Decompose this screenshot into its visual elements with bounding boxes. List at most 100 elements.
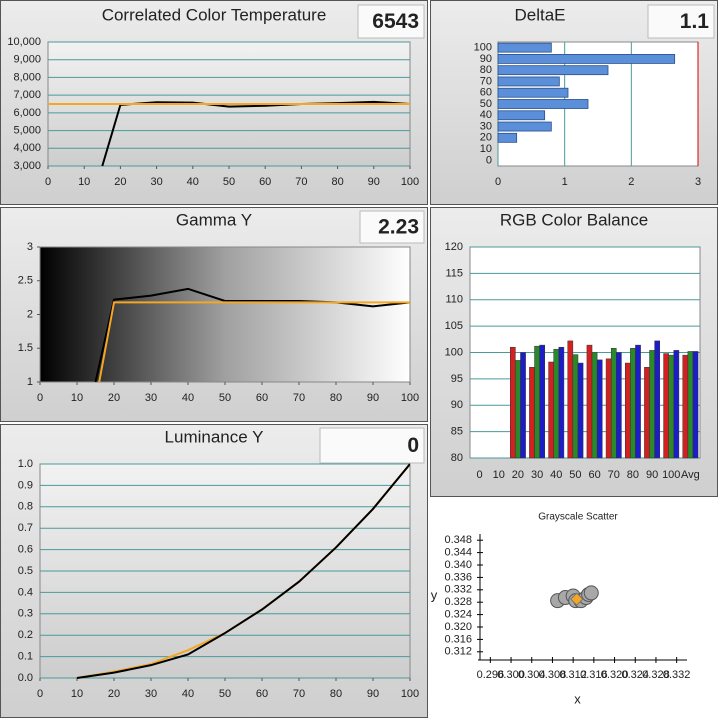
y-tick-label: 95 <box>451 373 463 385</box>
y-tick-label: 0.320 <box>444 621 472 633</box>
scatter-point <box>583 585 599 601</box>
bar <box>558 346 565 459</box>
x-tick-label: 60 <box>256 392 268 404</box>
y-tick-label: 0.2 <box>18 629 33 641</box>
bar <box>663 353 669 459</box>
bar <box>497 42 552 53</box>
y-tick-label: 10 <box>480 143 492 155</box>
y-tick-label: 0.340 <box>444 559 472 571</box>
x-tick-label: 40 <box>187 176 199 188</box>
bar <box>497 132 518 143</box>
bar <box>497 54 676 64</box>
y-tick-label: 85 <box>451 426 463 438</box>
y-tick-label: 0.348 <box>444 534 472 546</box>
x-tick-label: 0.304 <box>518 669 546 681</box>
x-tick-label: 0.324 <box>621 669 649 681</box>
x-tick-label: 30 <box>150 176 162 188</box>
y-tick-label: 0.336 <box>444 571 472 583</box>
bar <box>497 110 546 121</box>
x-tick-label: Avg <box>681 469 700 481</box>
y-tick-label: 0.7 <box>18 522 33 534</box>
bar <box>497 87 569 98</box>
target-point <box>570 592 584 606</box>
x-tick-label: 60 <box>259 176 271 188</box>
x-tick-label: 10 <box>78 176 90 188</box>
y-tick-label: 90 <box>451 399 463 411</box>
readout-box <box>359 210 425 244</box>
x-tick-label: 0.316 <box>580 669 608 681</box>
y-tick-label: 20 <box>480 132 492 144</box>
y-tick-label: 0.6 <box>18 544 33 556</box>
y-tick-label: 40 <box>480 109 492 121</box>
x-tick-label: 50 <box>219 688 231 700</box>
data-line <box>94 287 410 383</box>
bar <box>591 352 598 459</box>
x-tick-label: 10 <box>71 688 83 700</box>
bar <box>497 121 552 132</box>
x-tick-label: 80 <box>331 176 343 188</box>
bar <box>529 367 535 459</box>
chart-panel: Luminance Y 0 0.0 0.1 0.2 0.3 0.4 0.5 0.6 0.7 0.8 0… <box>0 424 428 718</box>
bar <box>635 344 641 459</box>
plot-area <box>39 246 411 383</box>
y-tick-label: 0.328 <box>444 596 472 608</box>
bar <box>577 362 584 459</box>
x-tick-label: 30 <box>145 688 157 700</box>
bar <box>692 351 699 459</box>
readout-box <box>319 427 425 464</box>
bar <box>668 354 675 459</box>
y-tick-label: 110 <box>445 294 463 306</box>
x-tick-label: 2 <box>628 176 634 188</box>
y-tick-label: 115 <box>445 267 463 279</box>
x-tick-label: 0.308 <box>539 669 567 681</box>
x-tick-label: 0 <box>37 392 43 404</box>
y-tick-label: 10,000 <box>7 36 41 48</box>
y-tick-label: 2 <box>27 308 33 320</box>
x-tick-label: 50 <box>219 392 231 404</box>
x-tick-label: 40 <box>550 469 562 481</box>
x-tick-label: 20 <box>108 688 120 700</box>
y-tick-label: 60 <box>480 87 492 99</box>
bar <box>515 360 521 459</box>
x-tick-label: 40 <box>182 392 194 404</box>
bar <box>596 359 603 459</box>
readout-value: 1.1 <box>680 10 710 33</box>
chart-title: Grayscale Scatter <box>538 512 618 523</box>
y-tick-label: 0.344 <box>444 547 472 559</box>
bar <box>534 345 540 459</box>
x-tick-label: 20 <box>114 176 126 188</box>
y-tick-label: 0.9 <box>18 479 33 491</box>
y-tick-label: 3 <box>27 241 33 253</box>
y-tick-label: 8,000 <box>13 71 41 83</box>
x-tick-label: 100 <box>662 469 680 481</box>
y-tick-label: 2.5 <box>18 275 33 287</box>
bar <box>567 340 574 459</box>
x-tick-label: 100 <box>401 176 419 188</box>
x-tick-label: 0.328 <box>642 669 670 681</box>
bar <box>553 349 560 459</box>
x-tick-label: 60 <box>588 469 600 481</box>
y-tick-label: 100 <box>445 346 463 358</box>
x-tick-label: 0 <box>495 176 501 188</box>
y-tick-label: 4,000 <box>13 142 41 154</box>
bar <box>687 351 694 459</box>
bar <box>673 350 680 459</box>
bar <box>630 348 636 459</box>
data-line <box>76 463 410 679</box>
x-tick-label: 10 <box>493 469 505 481</box>
x-tick-label: 0 <box>37 688 43 700</box>
y-tick-label: 100 <box>474 42 492 54</box>
y-tick-label: 0.316 <box>444 633 472 645</box>
y-axis-label: y <box>431 587 438 602</box>
bar <box>605 358 612 459</box>
bar <box>520 352 526 459</box>
bar <box>510 346 516 459</box>
x-tick-label: 80 <box>330 688 342 700</box>
bar <box>497 65 609 76</box>
bar <box>572 354 579 459</box>
x-tick-label: 70 <box>293 392 305 404</box>
y-tick-label: 0.332 <box>444 584 472 596</box>
x-tick-label: 100 <box>401 392 419 404</box>
chart-title: DeltaE <box>514 5 565 24</box>
